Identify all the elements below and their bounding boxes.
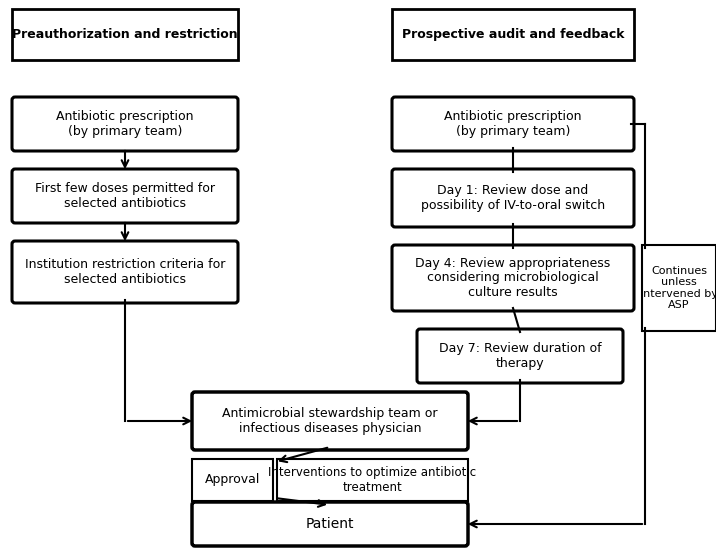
FancyBboxPatch shape [12, 97, 238, 151]
Text: Continues
unless
intervened by
ASP: Continues unless intervened by ASP [640, 266, 716, 310]
Text: Patient: Patient [306, 517, 354, 531]
FancyBboxPatch shape [192, 502, 468, 546]
Text: Approval: Approval [205, 474, 260, 487]
FancyBboxPatch shape [392, 9, 634, 60]
FancyBboxPatch shape [417, 329, 623, 383]
Text: Institution restriction criteria for
selected antibiotics: Institution restriction criteria for sel… [25, 258, 226, 286]
Text: Antibiotic prescription
(by primary team): Antibiotic prescription (by primary team… [444, 110, 581, 138]
FancyBboxPatch shape [192, 392, 468, 450]
Text: Day 4: Review appropriateness
considering microbiological
culture results: Day 4: Review appropriateness considerin… [415, 256, 611, 300]
FancyBboxPatch shape [12, 9, 238, 60]
FancyBboxPatch shape [642, 245, 716, 331]
Text: Antimicrobial stewardship team or
infectious diseases physician: Antimicrobial stewardship team or infect… [222, 407, 437, 435]
FancyBboxPatch shape [192, 459, 273, 501]
Text: Antibiotic prescription
(by primary team): Antibiotic prescription (by primary team… [57, 110, 194, 138]
Text: Interventions to optimize antibiotic
treatment: Interventions to optimize antibiotic tre… [268, 466, 477, 494]
Text: Prospective audit and feedback: Prospective audit and feedback [402, 28, 624, 41]
FancyBboxPatch shape [277, 459, 468, 501]
FancyBboxPatch shape [392, 97, 634, 151]
Text: Day 7: Review duration of
therapy: Day 7: Review duration of therapy [439, 342, 601, 370]
FancyBboxPatch shape [392, 245, 634, 311]
FancyBboxPatch shape [12, 169, 238, 223]
Text: Preauthorization and restriction: Preauthorization and restriction [12, 28, 238, 41]
Text: First few doses permitted for
selected antibiotics: First few doses permitted for selected a… [35, 182, 215, 210]
Text: Day 1: Review dose and
possibility of IV-to-oral switch: Day 1: Review dose and possibility of IV… [421, 184, 605, 212]
FancyBboxPatch shape [392, 169, 634, 227]
FancyBboxPatch shape [12, 241, 238, 303]
